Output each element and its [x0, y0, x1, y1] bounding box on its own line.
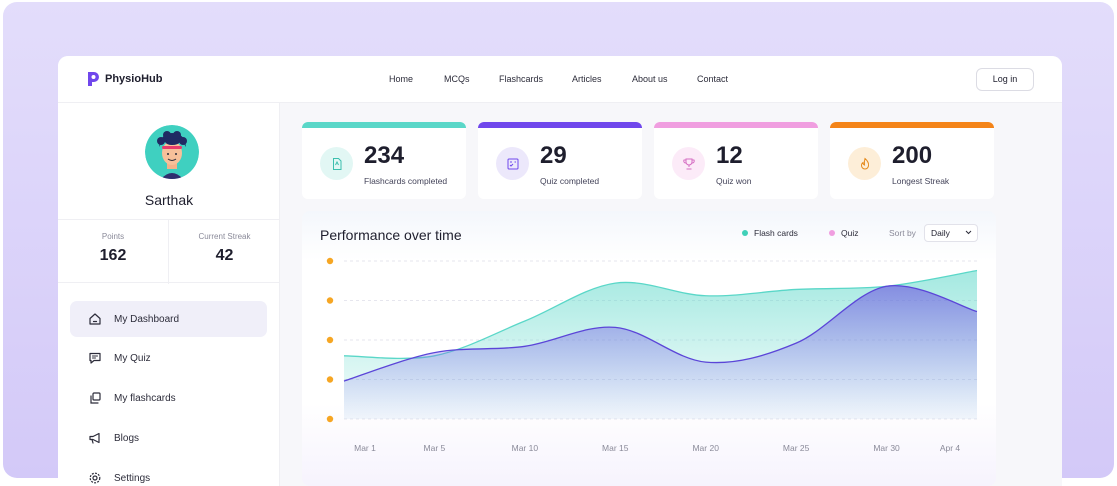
card-value: 29 — [540, 142, 567, 169]
y-axis-marker-icon — [326, 336, 334, 344]
home-icon — [89, 313, 101, 325]
area-quiz — [344, 285, 977, 419]
y-axis-marker-icon — [326, 415, 334, 423]
card-accent-bar — [654, 122, 818, 128]
avatar[interactable] — [145, 125, 199, 179]
card-accent-bar — [302, 122, 466, 128]
sidebar-item-label: My flashcards — [114, 392, 176, 404]
nav-about-us[interactable]: About us — [632, 74, 668, 84]
card-accent-bar — [830, 122, 994, 128]
card-label: Longest Streak — [892, 176, 950, 186]
sidebar-item-label: Settings — [114, 472, 151, 484]
legend-label: Quiz — [841, 228, 859, 238]
user-name: Sarthak — [144, 192, 194, 208]
sidebar-item-label: My Dashboard — [114, 313, 180, 325]
current-streak-stat: Current Streak 42 — [169, 220, 280, 284]
points-label: Points — [101, 232, 125, 241]
sidebar-item-label: Blogs — [114, 432, 140, 444]
x-tick-label: Mar 20 — [692, 443, 719, 453]
x-tick-label: Mar 5 — [424, 443, 446, 453]
x-tick-label: Mar 10 — [512, 443, 539, 453]
performance-chart: Mar 1 Mar 5 Mar 10 Mar 15 Mar 20 Mar 25 Mar 30… — [326, 257, 978, 453]
longest-streak-card: 200 Longest Streak — [830, 122, 994, 199]
quiz-completed-card: 29 Quiz completed — [478, 122, 642, 199]
flashcards-completed-card: 234 Flashcards completed — [302, 122, 466, 199]
logo-text: PhysioHub — [105, 73, 163, 85]
nav-flashcards[interactable]: Flashcards — [499, 74, 544, 84]
x-tick-label: Mar 30 — [873, 443, 900, 453]
x-tick-label: Mar 1 — [354, 443, 376, 453]
card-icon-wrap — [496, 147, 529, 180]
flashcards-icon — [90, 392, 101, 404]
sidebar-item-my-flashcards[interactable]: My flashcards — [70, 380, 267, 416]
legend-quiz[interactable]: Quiz — [829, 228, 858, 238]
legend-label: Flash cards — [754, 228, 798, 238]
y-axis-marker-icon — [326, 297, 334, 304]
y-axis-marker-icon — [326, 376, 334, 383]
card-accent-bar — [478, 122, 642, 128]
x-tick-label: Apr 4 — [940, 443, 961, 453]
sort-label: Sort by — [889, 228, 916, 238]
sidebar-item-settings[interactable]: Settings — [70, 460, 267, 486]
points-value: 162 — [99, 247, 127, 264]
gear-icon — [89, 472, 101, 484]
avatar-illustration-icon — [145, 125, 199, 179]
sort-value: Daily — [931, 228, 950, 238]
trophy-icon — [682, 158, 695, 169]
nav-mcqs[interactable]: MCQs — [444, 74, 470, 84]
login-button[interactable]: Log in — [976, 68, 1034, 91]
sidebar-item-my-dashboard[interactable]: My Dashboard — [70, 301, 267, 337]
card-value: 200 — [892, 142, 933, 169]
logo-icon — [88, 72, 99, 86]
legend-dot — [742, 230, 748, 236]
x-tick-label: Mar 25 — [783, 443, 810, 453]
sidebar-item-label: My Quiz — [114, 352, 151, 364]
card-value: 12 — [716, 142, 743, 169]
top-navbar: PhysioHub Home MCQs Flashcards Articles … — [58, 56, 1062, 103]
card-label: Flashcards completed — [364, 176, 448, 186]
nav-contact[interactable]: Contact — [697, 74, 729, 84]
chevron-down-icon — [965, 230, 972, 235]
flashcard-doc-icon — [332, 157, 341, 170]
quiz-board-icon — [507, 158, 518, 169]
chart-areas — [343, 269, 978, 419]
card-value: 234 — [364, 142, 405, 169]
performance-chart-panel: Performance over time Flash cards Quiz S… — [302, 211, 996, 486]
quiz-icon — [89, 352, 101, 364]
legend-flash-cards[interactable]: Flash cards — [742, 228, 798, 238]
chart-title: Performance over time — [320, 227, 462, 243]
points-stat: Points 162 — [58, 220, 169, 284]
line-quiz — [343, 284, 978, 382]
y-axis-marker-icon — [326, 257, 334, 265]
current-streak-value: 42 — [215, 247, 234, 264]
user-stats: Points 162 Current Streak 42 — [58, 219, 280, 284]
legend-dot — [829, 230, 835, 236]
sort-select[interactable]: Daily — [924, 224, 978, 242]
card-label: Quiz completed — [540, 176, 600, 186]
logo[interactable]: PhysioHub — [86, 71, 162, 87]
x-tick-label: Mar 15 — [602, 443, 629, 453]
quiz-won-card: 12 Quiz won — [654, 122, 818, 199]
x-axis-labels: Mar 1 Mar 5 Mar 10 Mar 15 Mar 20 Mar 25 Mar 30… — [354, 443, 960, 453]
app-window: PhysioHub Home MCQs Flashcards Articles … — [58, 56, 1062, 486]
current-streak-label: Current Streak — [198, 232, 251, 241]
fire-icon — [860, 157, 869, 169]
sidebar-item-blogs[interactable]: Blogs — [70, 420, 267, 456]
sidebar-item-my-quiz[interactable]: My Quiz — [70, 340, 267, 376]
y-axis-markers — [326, 257, 334, 423]
megaphone-icon — [89, 432, 100, 444]
card-icon-wrap — [320, 147, 353, 180]
card-icon-wrap — [672, 147, 705, 180]
sidebar: Sarthak Points 162 Current Streak 42 My … — [58, 103, 280, 486]
nav-articles[interactable]: Articles — [572, 74, 602, 84]
nav-home[interactable]: Home — [389, 74, 414, 84]
card-icon-wrap — [848, 147, 881, 180]
card-label: Quiz won — [716, 176, 752, 186]
